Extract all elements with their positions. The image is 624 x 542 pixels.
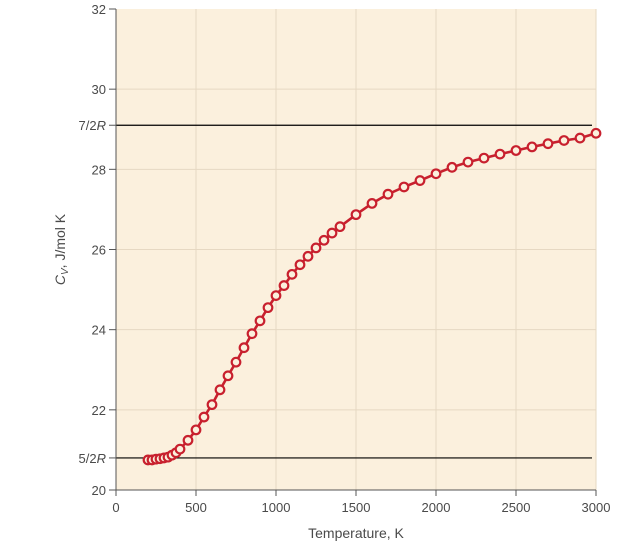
data-point <box>302 250 314 262</box>
data-point <box>478 152 490 164</box>
x-tick-label: 1500 <box>342 500 371 515</box>
data-point <box>294 259 306 271</box>
series-group <box>142 127 602 466</box>
x-axis-label: Temperature, K <box>308 525 404 541</box>
data-point <box>214 384 226 396</box>
reference-lines <box>116 124 592 459</box>
data-point <box>262 302 274 314</box>
data-point <box>542 138 554 150</box>
data-point <box>318 234 330 246</box>
y-tick-label: 26 <box>92 243 106 258</box>
data-point <box>190 424 202 436</box>
data-point <box>510 145 522 156</box>
x-tick-label: 1000 <box>262 500 291 515</box>
data-point <box>278 280 290 291</box>
data-point <box>590 127 602 139</box>
y-tick-label: 28 <box>92 162 106 177</box>
data-point <box>446 161 458 173</box>
data-point <box>398 181 410 193</box>
data-point <box>430 168 442 180</box>
reference-line-label: 7/2R <box>79 118 106 133</box>
data-point <box>246 328 258 340</box>
y-tick-label: 24 <box>92 323 106 338</box>
data-point <box>270 290 282 301</box>
y-axis-label-units: , J/mol K <box>52 213 68 268</box>
data-point <box>182 434 194 446</box>
tick-labels: 0 500 1000 1500 2000 2500 3000 20 22 24 26 28 30 32 7/… <box>79 2 611 515</box>
data-point <box>174 443 186 455</box>
y-tick-label: 30 <box>92 82 106 97</box>
data-point <box>230 356 242 368</box>
data-point <box>494 148 506 160</box>
x-tick-label: 0 <box>112 500 119 515</box>
data-point <box>526 141 538 153</box>
grid-lines <box>116 9 597 490</box>
y-axis-label: CV, J/mol K <box>52 213 71 285</box>
data-point <box>326 227 338 239</box>
data-point <box>254 315 266 327</box>
data-point <box>350 209 362 221</box>
y-tick-label: 22 <box>92 403 106 418</box>
data-point <box>334 221 346 233</box>
data-point <box>366 198 378 209</box>
y-tick-label: 20 <box>92 483 106 498</box>
data-point <box>310 242 322 254</box>
y-axis-label-symbol: C <box>52 274 68 285</box>
data-point <box>558 135 570 146</box>
data-point <box>574 132 586 144</box>
data-point <box>206 399 218 411</box>
reference-line-label: 5/2R <box>79 451 106 466</box>
x-tick-label: 500 <box>185 500 207 515</box>
data-point <box>414 175 426 186</box>
data-point <box>222 370 234 382</box>
data-point <box>462 156 474 168</box>
data-point <box>286 268 298 280</box>
data-point <box>198 411 210 423</box>
x-tick-label: 2500 <box>502 500 531 515</box>
y-tick-label: 32 <box>92 2 106 17</box>
y-axis-label-subscript: V <box>60 267 71 275</box>
x-tick-label: 2000 <box>422 500 451 515</box>
axes <box>109 8 597 496</box>
x-tick-label: 3000 <box>582 500 611 515</box>
data-point <box>382 188 394 200</box>
data-point <box>238 342 250 354</box>
